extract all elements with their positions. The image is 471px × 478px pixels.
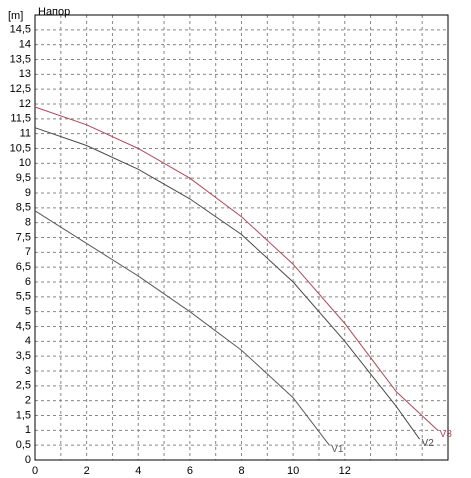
y-tick-label: 8 xyxy=(25,217,31,229)
curve xyxy=(34,127,421,440)
curve xyxy=(34,210,330,446)
y-tick-label: 9,5 xyxy=(16,172,31,184)
y-tick-label: 4 xyxy=(25,335,31,347)
y-tick-label: 5 xyxy=(25,306,31,318)
y-tick-label: 11,5 xyxy=(10,113,31,125)
y-tick-label: 7,5 xyxy=(16,231,31,243)
y-tick-label: 12,5 xyxy=(10,83,31,95)
x-tick-label: 12 xyxy=(339,465,351,477)
plot-frame xyxy=(34,14,449,461)
y-tick-label: 0 xyxy=(25,454,31,466)
curve-label: V1 xyxy=(331,444,344,455)
y-tick-label: 5,5 xyxy=(16,291,31,303)
y-tick-label: 12 xyxy=(19,98,31,110)
curve xyxy=(34,106,439,431)
y-tick-label: 9 xyxy=(25,187,31,199)
y-tick-label: 6,5 xyxy=(16,261,31,273)
y-tick-label: 3 xyxy=(25,365,31,377)
y-tick-label: 14,5 xyxy=(10,24,31,36)
y-tick-label: 14 xyxy=(19,39,31,51)
x-tick-label: 4 xyxy=(135,465,141,477)
y-tick-label: 2,5 xyxy=(16,380,31,392)
x-tick-label: 8 xyxy=(238,465,244,477)
y-tick-label: 7 xyxy=(25,246,31,258)
curve-label: V2 xyxy=(422,438,435,449)
y-tick-label: 0,5 xyxy=(16,439,31,451)
y-tick-label: 1,5 xyxy=(16,409,31,421)
y-tick-label: 3,5 xyxy=(16,350,31,362)
y-tick-label: 4,5 xyxy=(16,320,31,332)
y-tick-label: 13,5 xyxy=(10,53,31,65)
y-tick-label: 8,5 xyxy=(16,202,31,214)
x-tick-label: 0 xyxy=(32,465,38,477)
y-tick-label: 11 xyxy=(20,128,31,140)
y-tick-label: 1 xyxy=(25,424,31,436)
chart-title: Напор xyxy=(38,6,70,18)
x-tick-label: 2 xyxy=(84,465,90,477)
x-tick-label: 6 xyxy=(187,465,193,477)
y-tick-label: 13 xyxy=(19,68,31,80)
y-tick-label: 10,5 xyxy=(10,142,31,154)
curve-label: V3 xyxy=(440,429,453,440)
y-tick-label: 10 xyxy=(19,157,31,169)
y-axis-label: [m] xyxy=(8,10,23,22)
y-tick-label: 6 xyxy=(25,276,31,288)
y-tick-label: 2 xyxy=(25,395,31,407)
x-tick-label: 10 xyxy=(287,465,299,477)
